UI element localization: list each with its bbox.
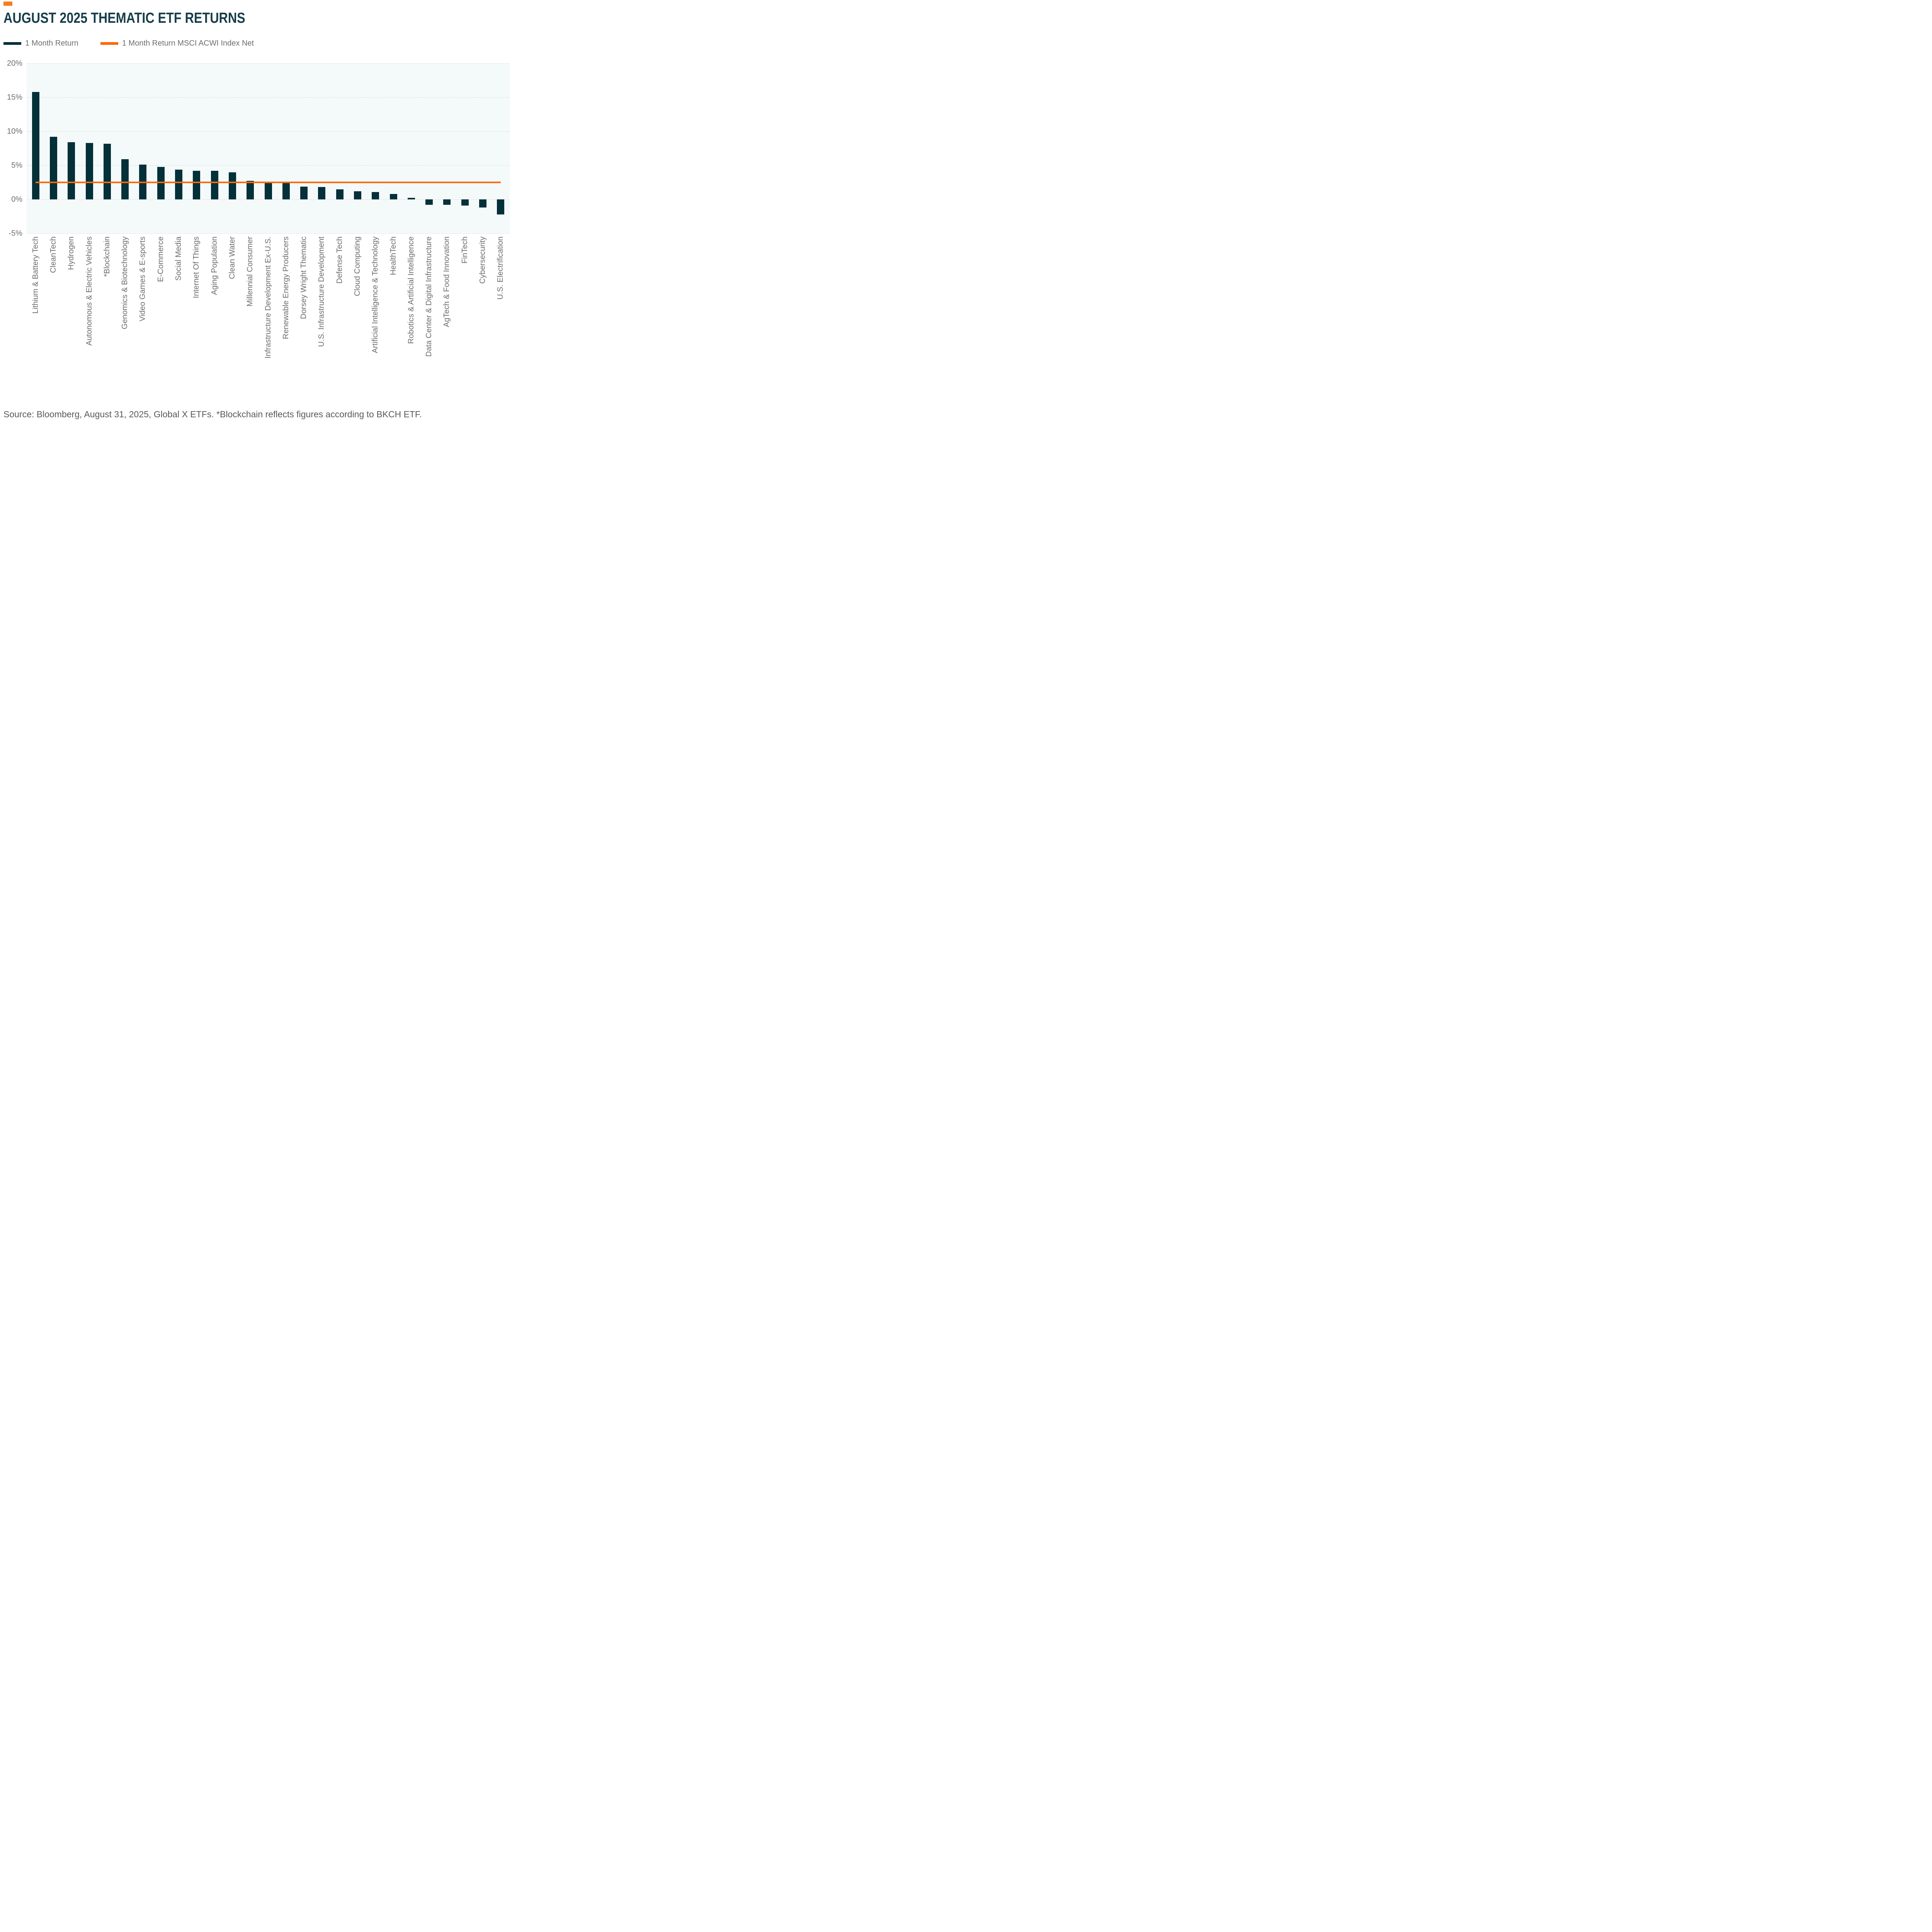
- legend-item-1-month-return: 1 Month Return: [3, 39, 78, 48]
- bar: [354, 191, 361, 199]
- benchmark-line: [36, 182, 501, 183]
- y-axis-label: 5%: [11, 161, 22, 170]
- x-axis-label: Video Games & E-sports: [138, 236, 147, 321]
- x-axis-label: CleanTech: [49, 236, 58, 273]
- bar: [247, 181, 254, 199]
- bar: [121, 159, 129, 199]
- bar: [32, 92, 39, 199]
- x-axis-label: Defense Tech: [335, 236, 344, 284]
- x-axis-label: *Blockchain: [102, 236, 111, 277]
- gridline: [27, 199, 510, 200]
- source-note: Source: Bloomberg, August 31, 2025, Glob…: [3, 409, 422, 419]
- x-axis-label: Renewable Energy Producers: [281, 236, 290, 339]
- plot-area: [27, 63, 510, 234]
- x-axis-label: Infrastructure Development Ex-U.S.: [264, 236, 272, 359]
- gridline: [27, 165, 510, 166]
- x-axis-label: Artificial Intelligence & Technology: [371, 236, 380, 354]
- gridline: [27, 131, 510, 132]
- x-axis-label: Internet Of Things: [192, 236, 201, 298]
- bar: [389, 194, 397, 199]
- bar: [372, 192, 379, 199]
- bar: [407, 198, 415, 199]
- x-axis-label: U.S. Infrastructure Development: [317, 236, 326, 347]
- x-axis-label: Hydrogen: [67, 236, 76, 270]
- bar: [300, 186, 308, 199]
- gridline: [27, 63, 510, 64]
- legend-item-msci-acwi: 1 Month Return MSCI ACWI Index Net: [100, 39, 254, 48]
- legend-line-swatch-icon: [100, 42, 118, 45]
- x-axis-label: Dorsey Wright Thematic: [299, 236, 308, 319]
- bar: [336, 189, 344, 199]
- x-axis-label: HealthTech: [389, 236, 398, 276]
- bar: [85, 143, 93, 199]
- x-axis-label: Lithium & Battery Tech: [31, 236, 40, 314]
- x-axis-label: Millennial Consumer: [246, 236, 255, 307]
- legend-label: 1 Month Return MSCI ACWI Index Net: [122, 39, 254, 48]
- y-axis-label: 0%: [11, 195, 22, 204]
- bar: [68, 142, 75, 199]
- x-axis-label: Aging Population: [210, 236, 219, 295]
- x-axis-label: Cybersecurity: [478, 236, 487, 284]
- gridline: [27, 233, 510, 234]
- bar: [497, 199, 505, 214]
- y-axis-label: -5%: [9, 229, 22, 238]
- legend-bar-swatch-icon: [3, 42, 21, 45]
- bar: [103, 143, 111, 199]
- y-axis-label: 10%: [7, 127, 22, 136]
- bar: [443, 199, 451, 205]
- legend-label: 1 Month Return: [25, 39, 78, 48]
- legend: 1 Month Return 1 Month Return MSCI ACWI …: [3, 38, 254, 48]
- x-axis-label: Clean Water: [228, 236, 236, 279]
- x-axis-label: AgTech & Food Innovation: [442, 236, 451, 327]
- x-axis-label: Genomics & Biotechnology: [121, 236, 129, 330]
- brand-accent-bar: [3, 2, 12, 6]
- bar: [479, 199, 487, 208]
- x-axis-label: E-Commerce: [156, 236, 165, 282]
- bar: [193, 171, 201, 199]
- chart-title: AUGUST 2025 THEMATIC ETF RETURNS: [3, 10, 245, 26]
- bar: [211, 171, 218, 199]
- bar: [228, 172, 236, 199]
- bar: [282, 183, 290, 199]
- x-axis-label: U.S. Electrification: [496, 236, 505, 300]
- x-axis-label: Robotics & Artificial Intelligence: [406, 236, 415, 344]
- y-axis-label: 15%: [7, 93, 22, 102]
- x-axis-label: Data Center & Digital Infrastructure: [425, 236, 434, 357]
- chart-page: AUGUST 2025 THEMATIC ETF RETURNS 1 Month…: [0, 0, 515, 423]
- bar: [461, 199, 469, 206]
- x-axis-label: Social Media: [174, 236, 183, 281]
- gridline: [27, 97, 510, 98]
- y-axis-label: 20%: [7, 59, 22, 68]
- x-axis-label: Autonomous & Electric Vehicles: [85, 236, 94, 346]
- bar: [49, 137, 57, 199]
- x-axis-label: FinTech: [460, 236, 469, 264]
- x-axis-label: Cloud Computing: [353, 236, 362, 296]
- bar: [318, 187, 326, 199]
- bar: [425, 199, 433, 205]
- bar: [175, 169, 183, 199]
- bar: [264, 182, 272, 199]
